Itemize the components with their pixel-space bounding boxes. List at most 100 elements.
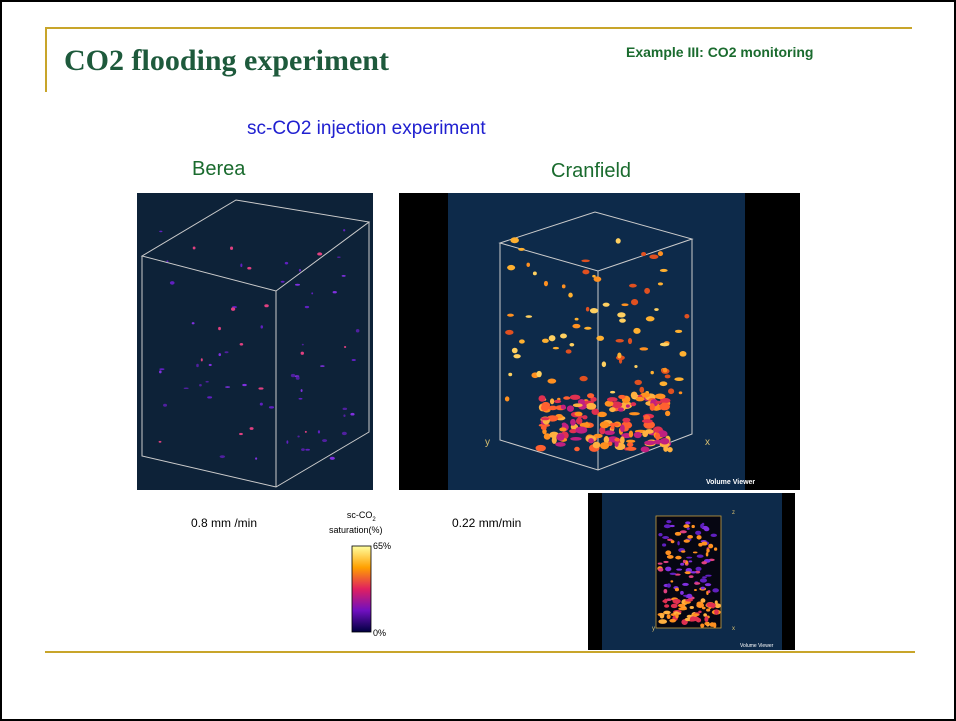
blob	[594, 276, 602, 282]
blob	[684, 314, 689, 319]
blob	[205, 381, 208, 383]
blob	[584, 327, 591, 330]
blob	[342, 275, 346, 277]
blob	[700, 624, 704, 628]
blob	[644, 288, 650, 294]
blob	[714, 547, 717, 550]
blob	[554, 400, 561, 403]
slide-tag: Example III: CO2 monitoring	[626, 44, 813, 60]
colorbar	[352, 546, 371, 632]
blob	[683, 524, 689, 528]
blob	[662, 543, 666, 546]
blob	[574, 412, 582, 417]
blob	[192, 322, 195, 324]
blob	[555, 442, 566, 447]
blob	[561, 405, 566, 410]
blob	[301, 448, 305, 451]
blob	[550, 398, 554, 404]
blob	[696, 601, 703, 606]
blob	[702, 576, 707, 578]
blob	[207, 396, 212, 398]
blob	[255, 457, 257, 459]
blob	[242, 384, 247, 386]
blob	[685, 521, 690, 524]
blob	[631, 402, 637, 406]
blob	[301, 389, 303, 392]
blob	[291, 374, 295, 377]
blob	[706, 609, 710, 612]
blob	[596, 336, 604, 341]
blob	[250, 427, 254, 430]
blob	[667, 583, 671, 587]
blob	[700, 578, 707, 582]
blob	[220, 455, 225, 458]
slide-title: CO2 flooding experiment	[64, 44, 389, 78]
blob	[650, 371, 653, 374]
blob	[170, 281, 175, 285]
slide-graphics: y x Volume Viewer z y x Volume Viewer	[0, 0, 956, 721]
blob	[247, 267, 251, 270]
blob	[541, 417, 550, 420]
blob	[582, 415, 587, 419]
blob	[559, 427, 566, 431]
blob	[261, 325, 263, 328]
blob	[616, 238, 621, 243]
blob	[552, 436, 557, 444]
colorbar-title-unit: saturation(%)	[329, 525, 383, 535]
blob	[547, 378, 556, 383]
blob	[553, 347, 559, 350]
blob	[199, 384, 202, 386]
blob	[633, 328, 640, 334]
blob	[587, 393, 594, 398]
blob	[159, 368, 164, 370]
blob	[660, 269, 668, 272]
colorbar-title: sc-CO2 saturation(%)	[329, 510, 383, 535]
blob	[344, 346, 346, 348]
blob	[166, 260, 168, 262]
axis-label: z	[732, 510, 735, 516]
colorbar-title-sub: 2	[372, 517, 375, 523]
blob	[704, 622, 709, 625]
blob	[658, 282, 663, 285]
blob	[542, 339, 549, 343]
blob	[675, 613, 678, 618]
blob	[333, 291, 337, 293]
blob	[231, 307, 235, 310]
blob	[505, 396, 510, 401]
viewer-label: Volume Viewer	[740, 643, 774, 649]
blob	[626, 447, 637, 451]
blob	[658, 568, 663, 572]
blob	[658, 563, 663, 565]
blob	[618, 407, 624, 411]
blob	[616, 339, 624, 342]
blob	[560, 334, 567, 339]
blob	[219, 353, 222, 356]
blob	[295, 284, 300, 286]
blob	[569, 343, 574, 347]
blob	[622, 418, 630, 423]
blob	[701, 561, 707, 564]
blob	[570, 419, 576, 426]
blob	[706, 552, 709, 556]
blob	[567, 405, 574, 411]
blob	[196, 364, 199, 367]
blob	[240, 264, 242, 268]
blob	[582, 270, 589, 275]
blob	[680, 530, 687, 533]
blob	[708, 544, 713, 549]
blob	[690, 571, 696, 573]
blob	[590, 308, 598, 313]
blob	[708, 590, 711, 593]
blob	[322, 439, 327, 442]
blob	[664, 589, 668, 593]
blob	[688, 560, 692, 562]
blob	[581, 259, 590, 262]
blob	[536, 445, 546, 452]
blob	[669, 619, 676, 623]
blob	[674, 377, 683, 381]
blob	[538, 395, 545, 402]
blob	[629, 431, 633, 438]
blob	[644, 440, 655, 445]
blob	[610, 391, 615, 394]
blob	[356, 329, 360, 333]
